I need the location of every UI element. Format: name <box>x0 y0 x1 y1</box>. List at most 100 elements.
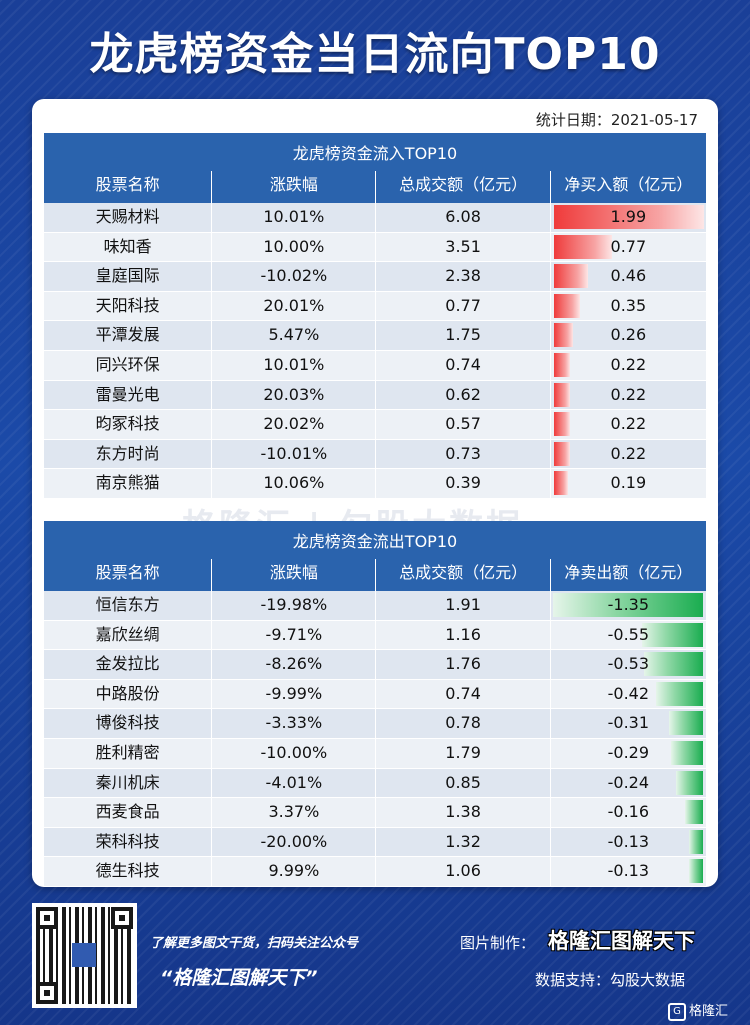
col-net-buy: 净买入额（亿元） <box>564 175 693 194</box>
table-row: 金发拉比 -8.26% 1.76 -0.53 <box>44 650 706 680</box>
made-by-value: 格隆汇图解天下 <box>548 929 695 953</box>
net-amount-cell: 0.46 <box>551 262 706 291</box>
net-amount: -0.42 <box>607 683 650 703</box>
table-row: 西麦食品 3.37% 1.38 -0.16 <box>44 798 706 828</box>
net-amount-bar <box>553 382 571 407</box>
table-row: 天赐材料 10.01% 6.08 1.99 <box>44 203 706 233</box>
turnover: 0.85 <box>376 768 551 798</box>
table-row: 胜利精密 -10.00% 1.79 -0.29 <box>44 738 706 769</box>
net-amount-cell: -0.13 <box>551 828 706 857</box>
turnover: 0.77 <box>376 291 551 321</box>
brand-g-icon: G <box>668 1002 686 1021</box>
outflow-table: 龙虎榜资金流出TOP10 股票名称 涨跌幅 总成交额（亿元） 净卖出额（亿元） … <box>44 521 706 887</box>
net-amount-bar <box>553 264 589 289</box>
change-pct: -9.99% <box>212 679 377 709</box>
net-amount-cell: -0.55 <box>551 621 706 650</box>
turnover: 6.08 <box>376 203 551 232</box>
net-amount-cell: 0.22 <box>551 381 706 410</box>
table-row: 平潭发展 5.47% 1.75 0.26 <box>44 321 706 351</box>
table-row: 德生科技 9.99% 1.06 -0.13 <box>44 857 706 887</box>
made-by-label: 图片制作： <box>460 934 536 952</box>
turnover: 1.16 <box>376 620 551 650</box>
table-row: 昀冢科技 20.02% 0.57 0.22 <box>44 410 706 440</box>
change-pct: 10.01% <box>212 203 377 232</box>
net-amount: 1.99 <box>610 207 647 226</box>
net-amount-bar <box>668 711 703 736</box>
turnover: 3.51 <box>376 232 551 262</box>
qr-finder <box>36 982 58 1004</box>
net-amount-cell: -0.53 <box>551 650 706 679</box>
promo-text: 了解更多图文干货，扫码关注公众号 <box>150 936 359 951</box>
net-amount: -1.35 <box>607 595 650 614</box>
outflow-column-headers: 股票名称 涨跌幅 总成交额（亿元） 净卖出额（亿元） <box>44 559 706 591</box>
net-amount: -0.31 <box>607 713 650 733</box>
inflow-column-headers: 股票名称 涨跌幅 总成交额（亿元） 净买入额（亿元） <box>44 171 706 203</box>
change-pct: 5.47% <box>212 321 377 350</box>
change-pct: -8.26% <box>212 650 377 679</box>
table-row: 味知香 10.00% 3.51 0.77 <box>44 232 706 263</box>
page-title: 龙虎榜资金当日流向TOP10 <box>89 29 661 80</box>
change-pct: 10.06% <box>212 469 377 498</box>
net-amount-cell: 0.35 <box>551 292 706 321</box>
turnover: 0.73 <box>376 439 551 469</box>
turnover: 1.79 <box>376 738 551 768</box>
turnover: 0.74 <box>376 679 551 709</box>
net-amount-bar <box>553 205 704 229</box>
turnover: 1.38 <box>376 798 551 827</box>
stock-name: 嘉欣丝绸 <box>44 620 213 650</box>
net-amount: 0.22 <box>610 354 647 374</box>
turnover: 1.91 <box>376 591 551 620</box>
turnover: 1.75 <box>376 321 551 350</box>
stock-name: 中路股份 <box>44 679 213 709</box>
stock-name: 味知香 <box>44 232 213 262</box>
stock-name: 皇庭国际 <box>44 262 213 291</box>
net-amount-cell: 0.19 <box>551 469 706 498</box>
net-amount-bar <box>553 323 574 348</box>
turnover: 0.62 <box>376 380 551 410</box>
stock-name: 天阳科技 <box>44 291 213 321</box>
net-amount: -0.55 <box>607 624 650 644</box>
change-pct: 20.02% <box>212 410 377 439</box>
table-row: 荣科科技 -20.00% 1.32 -0.13 <box>44 827 706 858</box>
net-amount-bar <box>644 652 703 677</box>
net-amount: -0.24 <box>607 772 650 792</box>
table-row: 雷曼光电 20.03% 0.62 0.22 <box>44 380 706 411</box>
net-amount-bar <box>553 352 571 377</box>
net-amount-bar <box>676 770 703 795</box>
change-pct: -10.00% <box>212 738 377 768</box>
net-amount-cell: 0.77 <box>551 233 706 262</box>
stock-name: 东方时尚 <box>44 439 213 469</box>
qr-pattern <box>36 907 133 1004</box>
table-row: 嘉欣丝绸 -9.71% 1.16 -0.55 <box>44 620 706 651</box>
net-amount-cell: -0.42 <box>551 680 706 709</box>
stock-name: 博俊科技 <box>44 709 213 738</box>
table-row: 中路股份 -9.99% 0.74 -0.42 <box>44 679 706 710</box>
stock-name: 秦川机床 <box>44 768 213 798</box>
table-row: 博俊科技 -3.33% 0.78 -0.31 <box>44 709 706 739</box>
net-amount: 0.22 <box>610 414 647 434</box>
col-name: 股票名称 <box>44 559 213 591</box>
change-pct: 3.37% <box>212 798 377 827</box>
change-pct: -20.00% <box>212 827 377 857</box>
table-row: 皇庭国际 -10.02% 2.38 0.46 <box>44 262 706 292</box>
net-amount-bar <box>641 622 703 647</box>
net-amount-cell: -0.13 <box>551 857 706 886</box>
net-amount-cell: -1.35 <box>551 591 706 620</box>
net-amount: -0.53 <box>607 654 650 674</box>
net-amount: 0.46 <box>610 266 647 286</box>
stock-name: 雷曼光电 <box>44 380 213 410</box>
table-row: 东方时尚 -10.01% 0.73 0.22 <box>44 439 706 470</box>
net-amount-cell: -0.29 <box>551 739 706 768</box>
stock-name: 同兴环保 <box>44 350 213 380</box>
net-amount-bar <box>553 293 581 318</box>
stock-name: 德生科技 <box>44 857 213 886</box>
net-amount: 0.19 <box>610 473 647 493</box>
stock-name: 昀冢科技 <box>44 410 213 439</box>
change-pct: 20.03% <box>212 380 377 410</box>
net-amount-bar <box>688 829 703 854</box>
net-amount: -0.13 <box>607 861 650 881</box>
change-pct: -10.02% <box>212 262 377 291</box>
qr-code[interactable] <box>32 903 137 1008</box>
inflow-table: 龙虎榜资金流入TOP10 股票名称 涨跌幅 总成交额（亿元） 净买入额（亿元） … <box>44 133 706 499</box>
change-pct: -10.01% <box>212 439 377 469</box>
